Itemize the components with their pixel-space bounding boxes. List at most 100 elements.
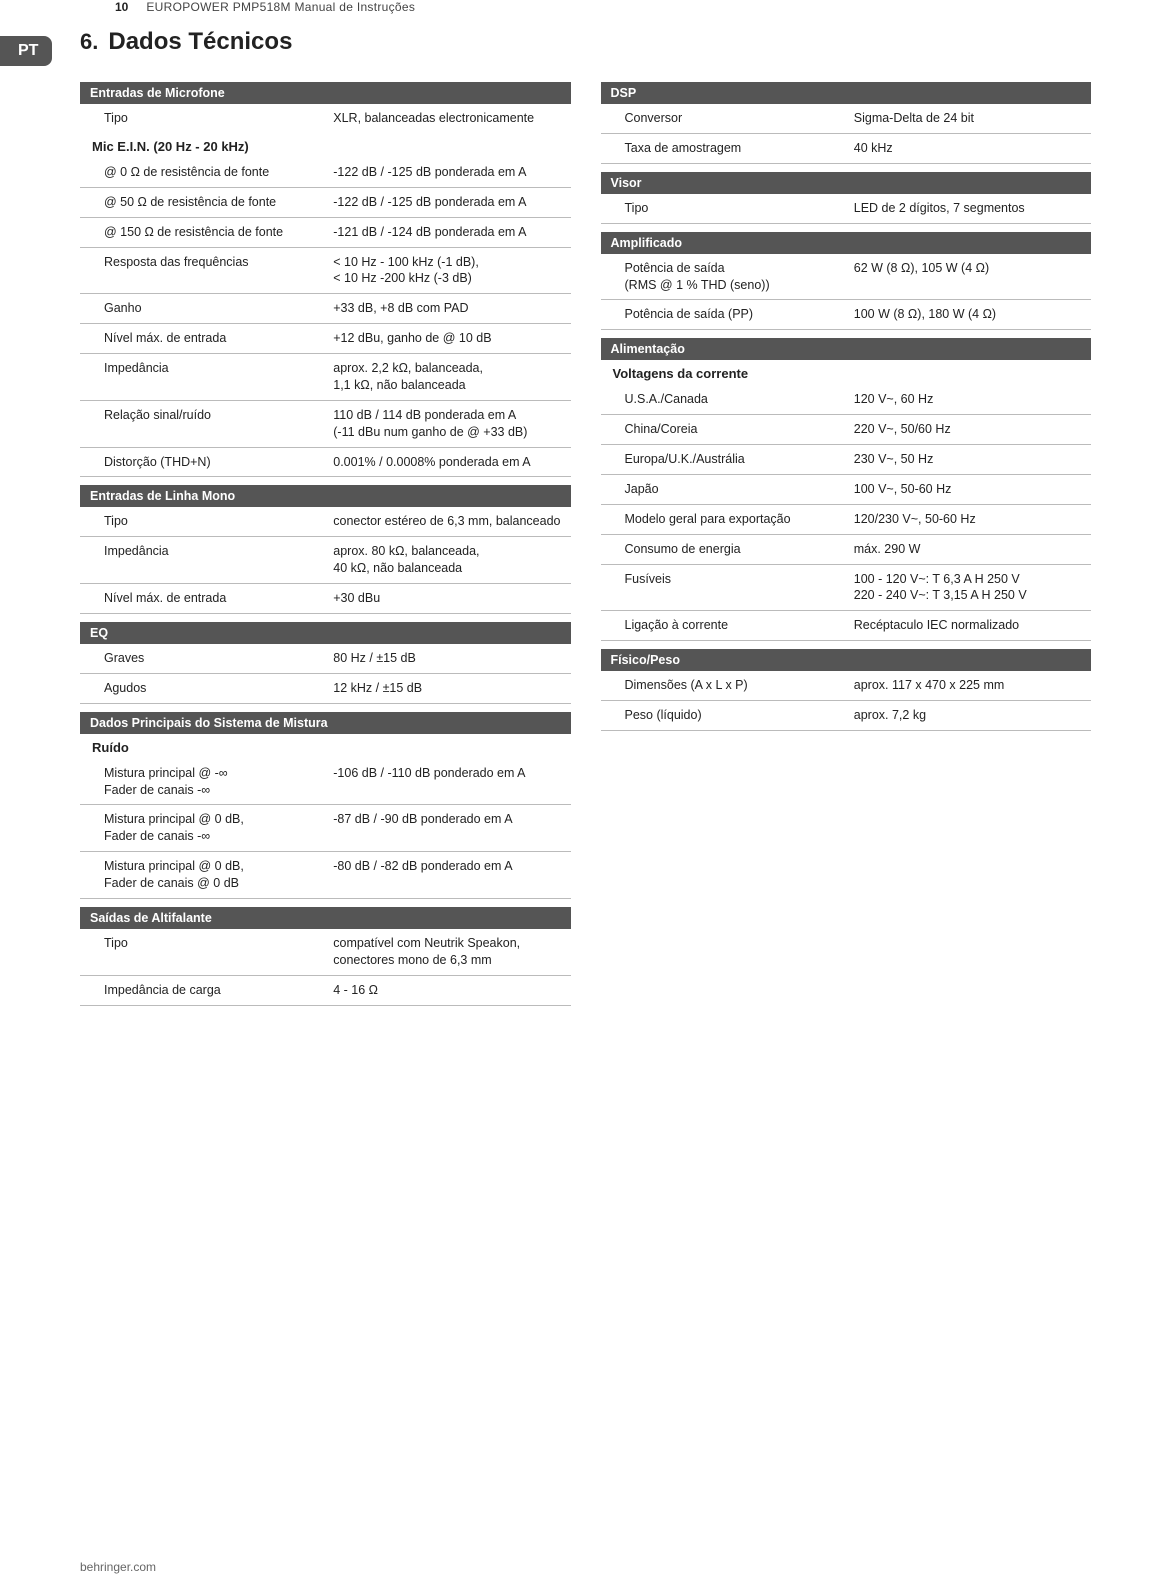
- spec-value: Sigma-Delta de 24 bit: [854, 110, 1091, 127]
- spec-label: China/Coreia: [625, 421, 844, 438]
- spec-row: ConversorSigma-Delta de 24 bit: [601, 104, 1092, 134]
- spec-row: Modelo geral para exportação 120/230 V~, …: [601, 505, 1092, 535]
- spec-value: aprox. 117 x 470 x 225 mm: [854, 677, 1091, 694]
- subsection-header: Mic E.I.N. (20 Hz - 20 kHz): [80, 133, 571, 158]
- spec-value: +12 dBu, ganho de @ 10 dB: [333, 330, 570, 347]
- spec-value: -122 dB / -125 dB ponderada em A: [333, 194, 570, 211]
- spec-row: Ligação à corrente Recéptaculo IEC normal…: [601, 611, 1092, 641]
- spec-row: Tipo compatível com Neutrik Speakon, cone…: [80, 929, 571, 976]
- spec-label: Dimensões (A x L x P): [625, 677, 844, 694]
- spec-row: Tipo conector estéreo de 6,3 mm, balancea…: [80, 507, 571, 537]
- spec-value: 4 - 16 Ω: [333, 982, 570, 999]
- subsection-header: Voltagens da corrente: [601, 360, 1092, 385]
- spec-label: Mistura principal @ 0 dB, Fader de canai…: [104, 858, 323, 892]
- spec-label: Resposta das frequências: [104, 254, 323, 288]
- footer-url: behringer.com: [80, 1560, 156, 1574]
- spec-row: Japão100 V~, 50-60 Hz: [601, 475, 1092, 505]
- spec-label: Tipo: [625, 200, 844, 217]
- spec-value: Recéptaculo IEC normalizado: [854, 617, 1091, 634]
- spec-label: Tipo: [104, 513, 323, 530]
- spec-label: Modelo geral para exportação: [625, 511, 844, 528]
- right-column: DSPConversorSigma-Delta de 24 bitTaxa de…: [601, 74, 1092, 1006]
- spec-label: Impedância: [104, 360, 323, 394]
- spec-label: Peso (líquido): [625, 707, 844, 724]
- section-header: Entradas de Microfone: [80, 82, 571, 104]
- spec-row: Fusíveis 100 - 120 V~: T 6,3 A H 250 V 22…: [601, 565, 1092, 612]
- spec-label: Potência de saída (PP): [625, 306, 844, 323]
- spec-value: 62 W (8 Ω), 105 W (4 Ω): [854, 260, 1091, 294]
- section-header: Amplificado: [601, 232, 1092, 254]
- page-header: 10 EUROPOWER PMP518M Manual de Instruçõe…: [0, 0, 1091, 22]
- spec-value: 0.001% / 0.0008% ponderada em A: [333, 454, 570, 471]
- spec-row: Taxa de amostragem 40 kHz: [601, 134, 1092, 164]
- section-heading: 6. Dados Técnicos: [0, 22, 1091, 68]
- spec-row: Resposta das frequências< 10 Hz - 100 kH…: [80, 248, 571, 295]
- spec-value: XLR, balanceadas electronicamente: [333, 110, 570, 127]
- spec-label: Agudos: [104, 680, 323, 697]
- spec-value: 230 V~, 50 Hz: [854, 451, 1091, 468]
- spec-row: Dimensões (A x L x P) aprox. 117 x 470 x …: [601, 671, 1092, 701]
- spec-row: Impedância de carga 4 - 16 Ω: [80, 976, 571, 1006]
- spec-label: Graves: [104, 650, 323, 667]
- spec-label: Europa/U.K./Austrália: [625, 451, 844, 468]
- spec-label: Taxa de amostragem: [625, 140, 844, 157]
- spec-value: +30 dBu: [333, 590, 570, 607]
- section-header: Entradas de Linha Mono: [80, 485, 571, 507]
- section-header: Alimentação: [601, 338, 1092, 360]
- spec-value: -121 dB / -124 dB ponderada em A: [333, 224, 570, 241]
- spec-label: Impedância: [104, 543, 323, 577]
- manual-title: EUROPOWER PMP518M Manual de Instruções: [146, 0, 415, 14]
- section-header: EQ: [80, 622, 571, 644]
- spec-value: +33 dB, +8 dB com PAD: [333, 300, 570, 317]
- spec-label: Ligação à corrente: [625, 617, 844, 634]
- subsection-header: Ruído: [80, 734, 571, 759]
- spec-value: 100 - 120 V~: T 6,3 A H 250 V 220 - 240 …: [854, 571, 1091, 605]
- spec-label: Impedância de carga: [104, 982, 323, 999]
- spec-value: -106 dB / -110 dB ponderado em A: [333, 765, 570, 799]
- spec-value: -80 dB / -82 dB ponderado em A: [333, 858, 570, 892]
- spec-label: Nível máx. de entrada: [104, 330, 323, 347]
- spec-label: Fusíveis: [625, 571, 844, 605]
- spec-value: 40 kHz: [854, 140, 1091, 157]
- spec-value: compatível com Neutrik Speakon, conector…: [333, 935, 570, 969]
- spec-row: Relação sinal/ruído110 dB / 114 dB ponde…: [80, 401, 571, 448]
- spec-value: -122 dB / -125 dB ponderada em A: [333, 164, 570, 181]
- spec-row: Nível máx. de entrada +12 dBu, ganho de @…: [80, 324, 571, 354]
- spec-row: @ 50 Ω de resistência de fonte -122 dB / …: [80, 188, 571, 218]
- spec-row: China/Coreia 220 V~, 50/60 Hz: [601, 415, 1092, 445]
- section-header: Visor: [601, 172, 1092, 194]
- spec-label: Japão: [625, 481, 844, 498]
- spec-columns: Entradas de Microfone Tipo XLR, balanceada…: [0, 68, 1091, 1006]
- spec-value: 120 V~, 60 Hz: [854, 391, 1091, 408]
- spec-row: Graves80 Hz / ±15 dB: [80, 644, 571, 674]
- spec-value: -87 dB / -90 dB ponderado em A: [333, 811, 570, 845]
- spec-row: Tipo LED de 2 dígitos, 7 segmentos: [601, 194, 1092, 224]
- spec-label: Mistura principal @ 0 dB, Fader de canai…: [104, 811, 323, 845]
- spec-value: 12 kHz / ±15 dB: [333, 680, 570, 697]
- spec-label: Potência de saída (RMS @ 1 % THD (seno)): [625, 260, 844, 294]
- spec-row: Mistura principal @ 0 dB, Fader de canai…: [80, 852, 571, 899]
- spec-row: Ganho+33 dB, +8 dB com PAD: [80, 294, 571, 324]
- section-header: Físico/Peso: [601, 649, 1092, 671]
- spec-row: Consumo de energiamáx. 290 W: [601, 535, 1092, 565]
- spec-row: Nível máx. de entrada +30 dBu: [80, 584, 571, 614]
- spec-row: Impedânciaaprox. 2,2 kΩ, balanceada, 1,1…: [80, 354, 571, 401]
- spec-value: 220 V~, 50/60 Hz: [854, 421, 1091, 438]
- spec-value: 120/230 V~, 50-60 Hz: [854, 511, 1091, 528]
- spec-row: Potência de saída (RMS @ 1 % THD (seno))…: [601, 254, 1092, 301]
- spec-label: Tipo: [104, 110, 323, 127]
- spec-label: Tipo: [104, 935, 323, 969]
- spec-label: Nível máx. de entrada: [104, 590, 323, 607]
- spec-row: Potência de saída (PP) 100 W (8 Ω), 180 W…: [601, 300, 1092, 330]
- spec-value: conector estéreo de 6,3 mm, balanceado: [333, 513, 570, 530]
- spec-label: @ 50 Ω de resistência de fonte: [104, 194, 323, 211]
- spec-value: aprox. 7,2 kg: [854, 707, 1091, 724]
- heading-number: 6.: [80, 29, 98, 55]
- spec-value: 110 dB / 114 dB ponderada em A (-11 dBu …: [333, 407, 570, 441]
- spec-row: Agudos 12 kHz / ±15 dB: [80, 674, 571, 704]
- page-number: 10: [115, 0, 128, 14]
- spec-value: LED de 2 dígitos, 7 segmentos: [854, 200, 1091, 217]
- spec-value: máx. 290 W: [854, 541, 1091, 558]
- spec-value: 100 W (8 Ω), 180 W (4 Ω): [854, 306, 1091, 323]
- spec-row: Impedânciaaprox. 80 kΩ, balanceada, 40 k…: [80, 537, 571, 584]
